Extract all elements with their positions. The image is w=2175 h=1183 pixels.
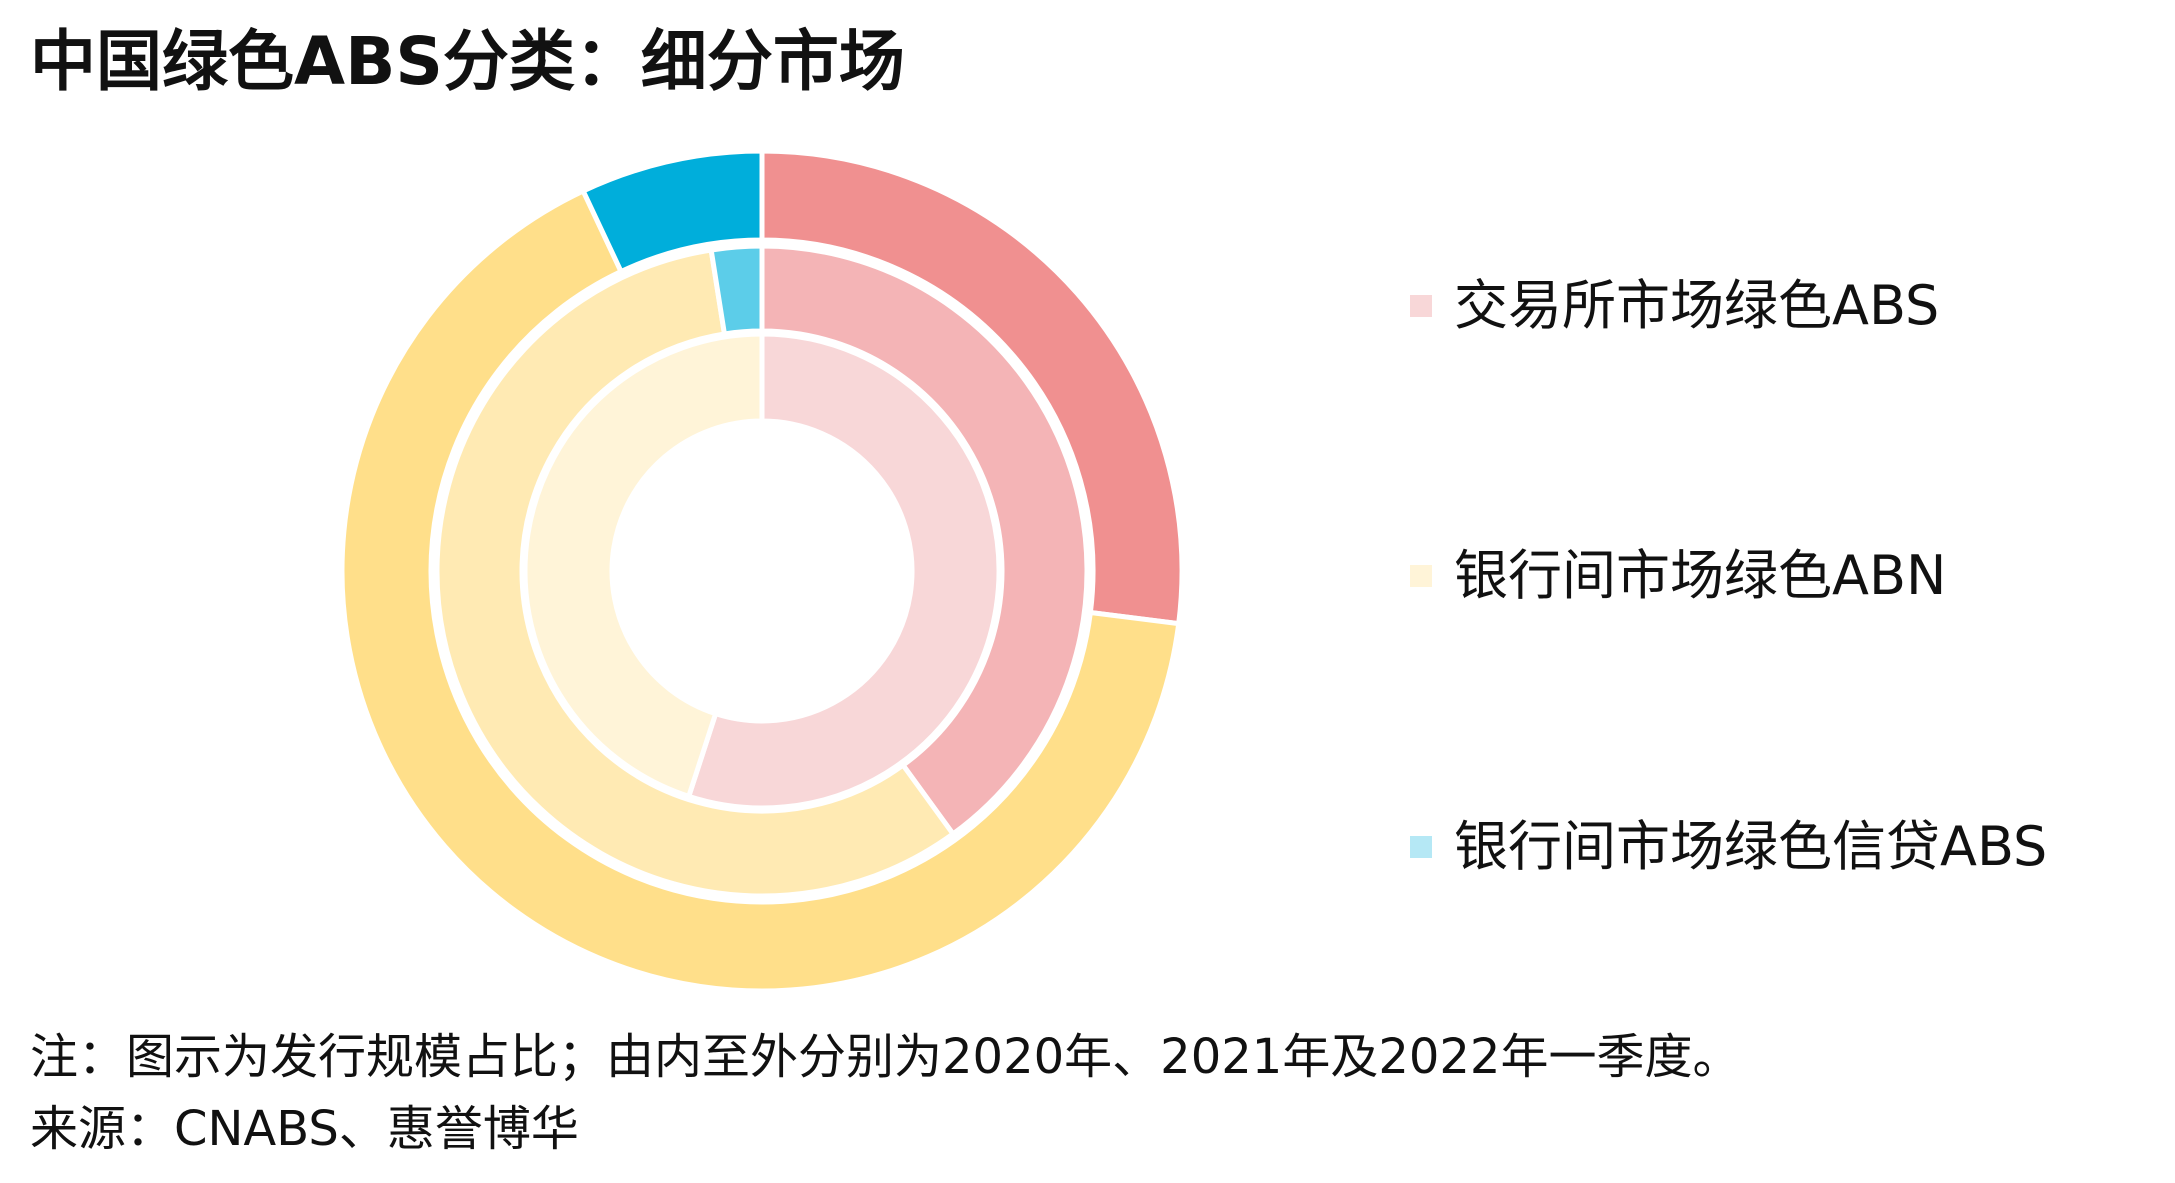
legend-swatch-exchange-abs bbox=[1410, 295, 1432, 317]
legend-label-interbank-abn: 银行间市场绿色ABN bbox=[1454, 544, 1947, 607]
slice-2021-interbank-credit-abs bbox=[708, 243, 765, 337]
legend-item-exchange-abs[interactable]: 交易所市场绿色ABS bbox=[1410, 274, 1939, 338]
slice-2021-exchange-abs bbox=[759, 243, 1090, 838]
slice-2020-interbank-abn bbox=[522, 331, 765, 800]
legend-item-interbank-credit-abs[interactable]: 银行间市场绿色信贷ABS bbox=[1410, 815, 2047, 879]
legend-swatch-interbank-abn bbox=[1410, 565, 1432, 587]
ring-2022q1 bbox=[339, 148, 1185, 994]
slice-2022q1-interbank-abn bbox=[339, 187, 1182, 994]
chart-source: 来源：CNABS、惠誉博华 bbox=[30, 1101, 579, 1157]
nested-donut-chart bbox=[339, 148, 1185, 994]
chart-title: 中国绿色ABS分类：细分市场 bbox=[30, 23, 905, 100]
legend-swatch-interbank-credit-abs bbox=[1410, 836, 1432, 858]
legend-label-interbank-credit-abs: 银行间市场绿色信贷ABS bbox=[1454, 815, 2048, 878]
ring-2020 bbox=[522, 331, 1002, 811]
chart-note: 注：图示为发行规模占比；由内至外分别为2020年、2021年及2022年一季度。 bbox=[30, 1029, 1741, 1085]
slice-2020-exchange-abs bbox=[685, 331, 1002, 811]
slice-2022q1-interbank-credit-abs bbox=[579, 148, 765, 275]
ring-2021 bbox=[434, 243, 1090, 899]
legend-item-interbank-abn[interactable]: 银行间市场绿色ABN bbox=[1410, 544, 1946, 608]
legend-label-exchange-abs: 交易所市场绿色ABS bbox=[1454, 274, 1940, 337]
slice-2021-interbank-abn bbox=[434, 247, 957, 899]
